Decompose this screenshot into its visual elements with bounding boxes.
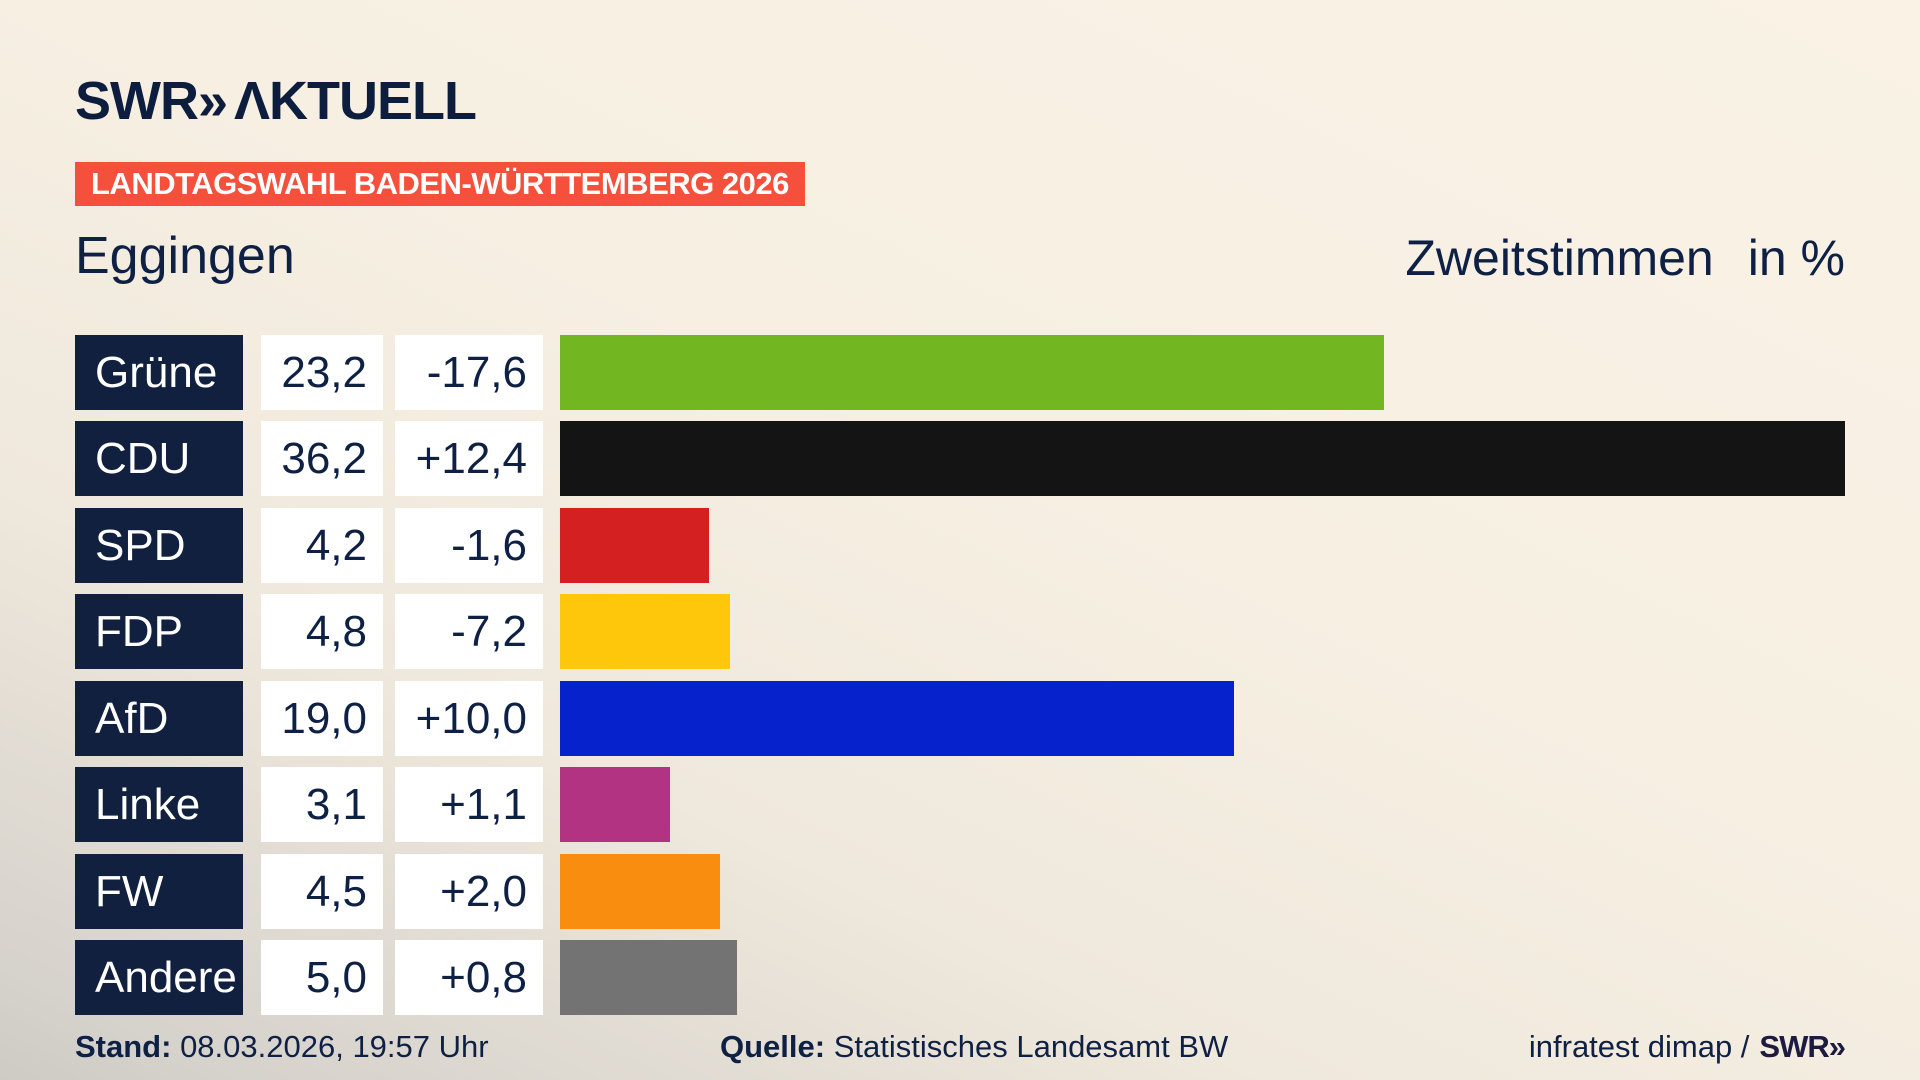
party-name: Linke [75,767,243,842]
credit-text: infratest dimap / [1528,1029,1750,1064]
party-change: +1,1 [395,767,543,842]
party-value: 3,1 [261,767,383,842]
party-name: FW [75,854,243,929]
logo-swr-text: SWR [75,71,199,131]
swr-aktuell-logo: SWR» ΛKTUELL [75,71,477,131]
party-name: SPD [75,508,243,583]
party-row: AfD 19,0 +10,0 [0,681,1920,756]
party-row: FDP 4,8 -7,2 [0,594,1920,669]
election-banner: LANDTAGSWAHL BADEN-WÜRTTEMBERG 2026 [75,162,805,206]
party-name: CDU [75,421,243,496]
agency-credit: infratest dimap / SWR» [1528,1028,1846,1066]
party-change: +0,8 [395,940,543,1015]
party-value: 19,0 [261,681,383,756]
subtitle-unit: in % [1747,230,1845,286]
quelle-value: Statistisches Landesamt BW [833,1029,1229,1064]
party-row: FW 4,5 +2,0 [0,854,1920,929]
party-bar [560,854,720,929]
party-value: 5,0 [261,940,383,1015]
party-change: -1,6 [395,508,543,583]
party-row: CDU 36,2 +12,4 [0,421,1920,496]
party-name: FDP [75,594,243,669]
source-credit: Quelle: Statistisches Landesamt BW [720,1028,1228,1066]
party-name: Andere [75,940,243,1015]
party-bar [560,335,1384,410]
party-name: Grüne [75,335,243,410]
party-row: SPD 4,2 -1,6 [0,508,1920,583]
party-value: 4,2 [261,508,383,583]
swr-logo-small: SWR» [1759,1029,1846,1064]
chart-subtitle: Zweitstimmen in % [1405,230,1845,286]
party-row: Andere 5,0 +0,8 [0,940,1920,1015]
party-value: 23,2 [261,335,383,410]
party-value: 36,2 [261,421,383,496]
stand-value: 08.03.2026, 19:57 Uhr [180,1029,489,1064]
municipality-title: Eggingen [75,227,295,285]
party-bar [560,594,730,669]
party-bar [560,421,1845,496]
subtitle-votes-type: Zweitstimmen [1405,230,1714,286]
party-value: 4,8 [261,594,383,669]
party-bar [560,767,670,842]
quelle-label: Quelle: [720,1029,826,1064]
party-change: -7,2 [395,594,543,669]
party-change: +12,4 [395,421,543,496]
party-change: +10,0 [395,681,543,756]
party-change: +2,0 [395,854,543,929]
party-row: Linke 3,1 +1,1 [0,767,1920,842]
chevrons-icon: » [197,71,228,131]
party-row: Grüne 23,2 -17,6 [0,335,1920,410]
party-bar [560,681,1234,756]
party-change: -17,6 [395,335,543,410]
party-name: AfD [75,681,243,756]
party-bar [560,508,709,583]
stand-label: Stand: [75,1029,172,1064]
status-timestamp: Stand: 08.03.2026, 19:57 Uhr [75,1028,489,1066]
party-bar [560,940,737,1015]
logo-aktuell-text: ΛKTUELL [234,71,477,131]
party-value: 4,5 [261,854,383,929]
